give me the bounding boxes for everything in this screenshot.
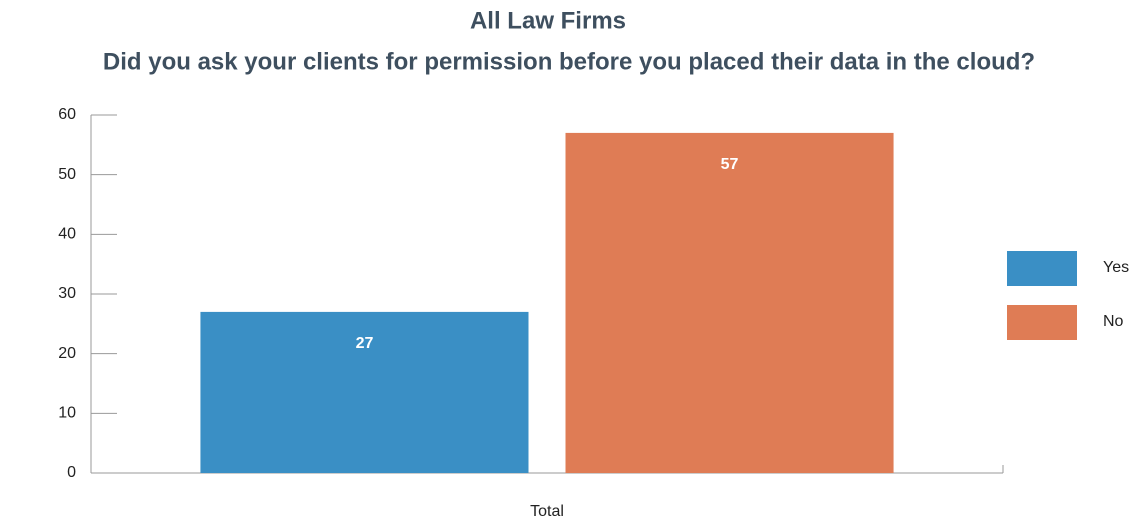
chart-title: All Law Firms xyxy=(470,7,626,34)
x-tick-label: Total xyxy=(530,503,564,520)
legend-swatch xyxy=(1007,305,1077,340)
bar xyxy=(200,311,529,473)
y-tick-label: 10 xyxy=(58,405,76,422)
legend-label: Yes xyxy=(1103,259,1129,276)
data-label: 27 xyxy=(356,335,374,352)
y-tick-label: 20 xyxy=(58,345,76,362)
legend-label: No xyxy=(1103,313,1124,330)
y-tick-label: 40 xyxy=(58,226,76,243)
y-tick-label: 60 xyxy=(58,106,76,123)
y-tick-label: 50 xyxy=(58,166,76,183)
data-label: 57 xyxy=(721,156,739,173)
legend-swatch xyxy=(1007,251,1077,286)
bar xyxy=(565,132,894,473)
chart-subtitle: Did you ask your clients for permission … xyxy=(103,48,1035,75)
y-tick-label: 30 xyxy=(58,285,76,302)
y-tick-label: 0 xyxy=(67,464,76,481)
